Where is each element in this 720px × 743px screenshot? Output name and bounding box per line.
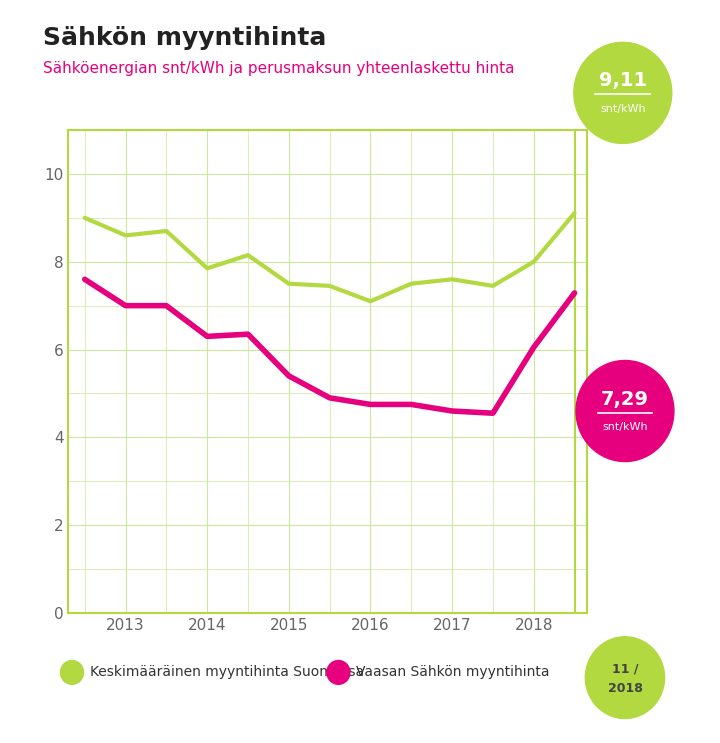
Text: 7,29: 7,29 — [601, 389, 649, 409]
Text: snt/kWh: snt/kWh — [602, 422, 648, 432]
Text: Vaasan Sähkön myyntihinta: Vaasan Sähkön myyntihinta — [356, 666, 550, 679]
Text: 9,11: 9,11 — [599, 71, 647, 91]
Text: snt/kWh: snt/kWh — [600, 104, 646, 114]
Text: Sähkön myyntihinta: Sähkön myyntihinta — [43, 26, 327, 50]
Text: Keskimääräinen myyntihinta Suomessa: Keskimääräinen myyntihinta Suomessa — [90, 666, 364, 679]
Text: Sähköenergian snt/kWh ja perusmaksun yhteenlaskettu hinta: Sähköenergian snt/kWh ja perusmaksun yht… — [43, 61, 515, 76]
Text: 11 /: 11 / — [612, 662, 638, 675]
Text: 2018: 2018 — [608, 681, 642, 695]
